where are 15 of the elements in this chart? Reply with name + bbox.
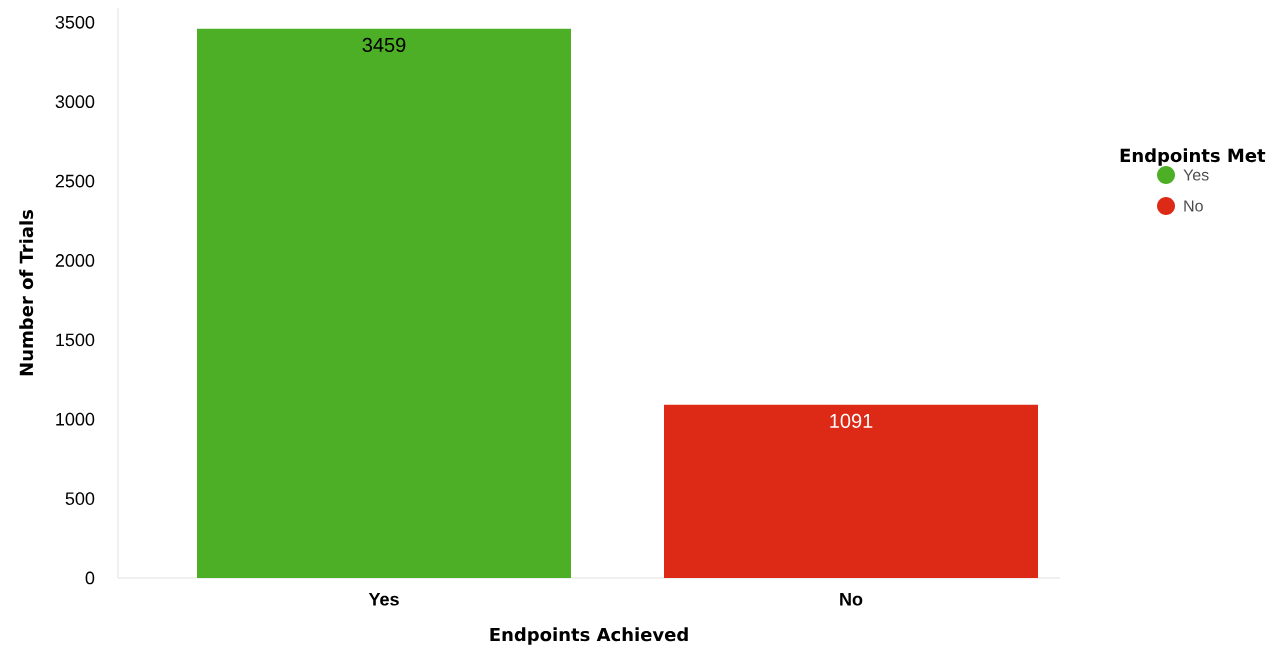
y-tick-label: 0 (85, 571, 95, 585)
y-axis-title: Number of Trials (19, 209, 34, 376)
y-tick-label: 1000 (56, 412, 95, 426)
y-tick-label: 3500 (55, 15, 95, 29)
legend-label: No (1184, 200, 1203, 212)
legend-title: Endpoints Met (1120, 148, 1266, 166)
data-label: 1091 (830, 413, 873, 428)
data-label: 3459 (362, 37, 406, 53)
y-tick-label: 1500 (56, 333, 95, 347)
y-tick-label: 3000 (55, 95, 95, 109)
y-tick-label: 2000 (55, 254, 95, 267)
legend-label: Yes (1183, 169, 1209, 181)
y-tick-label: 2500 (55, 174, 95, 188)
x-axis-title: Endpoints Achieved (490, 627, 688, 645)
y-tick-label: 500 (65, 492, 95, 505)
